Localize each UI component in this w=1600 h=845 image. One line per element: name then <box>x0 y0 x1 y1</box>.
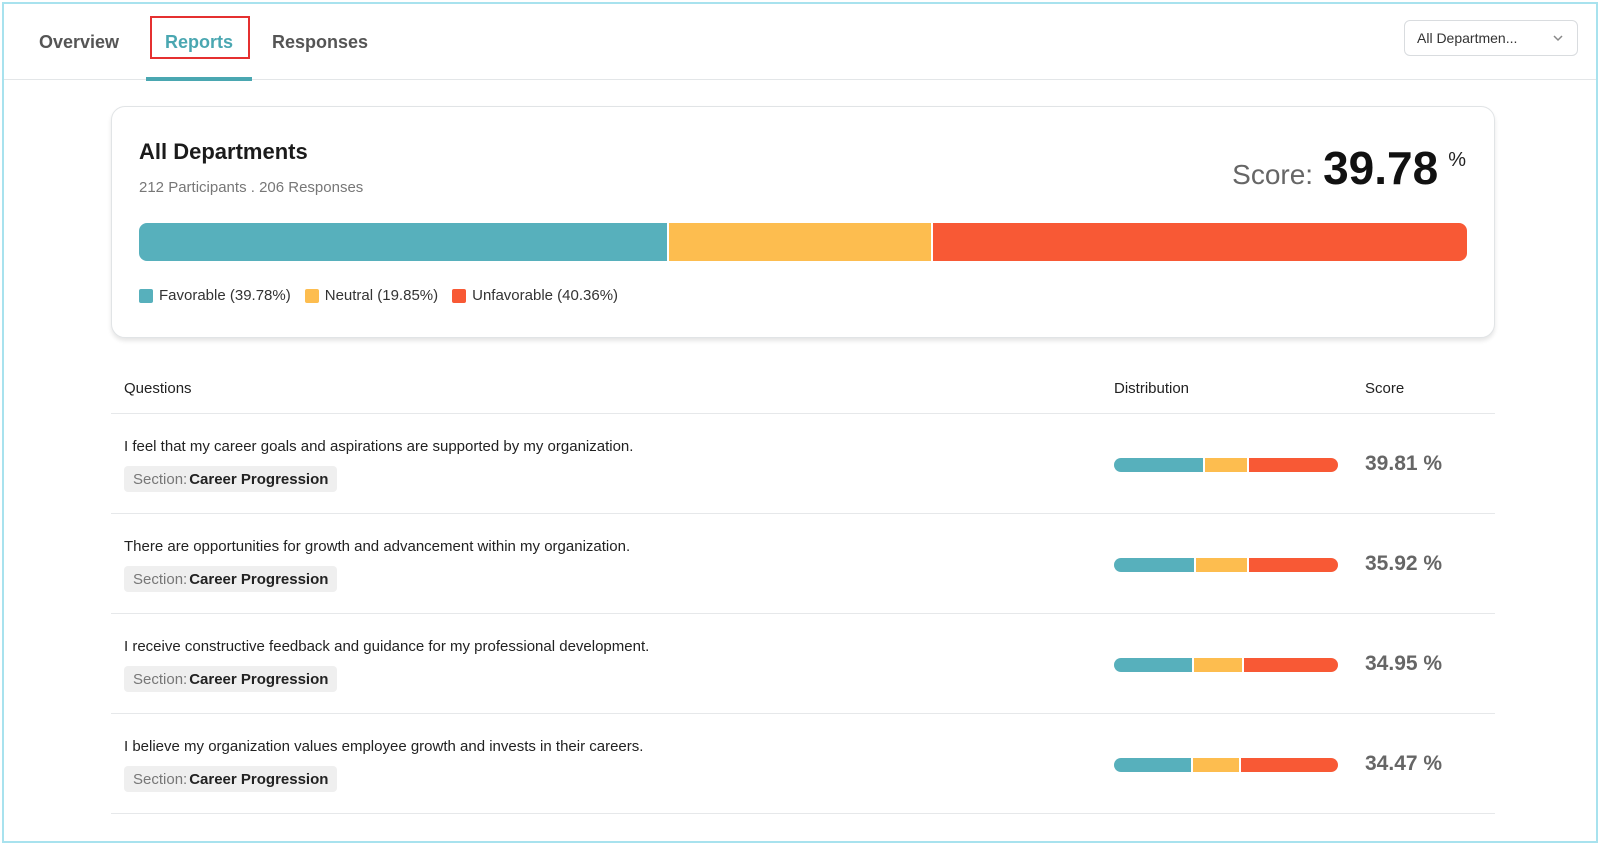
unfavorable-segment <box>1246 458 1338 472</box>
section-tag-value: Career Progression <box>189 470 329 488</box>
section-tag-value: Career Progression <box>189 770 329 788</box>
question-score: 39.81 % <box>1365 452 1443 475</box>
unfavorable-segment <box>1239 758 1338 772</box>
department-select[interactable]: All Departmen... <box>1404 20 1578 56</box>
question-score: 34.47 % <box>1365 752 1443 775</box>
tab-overview-label: Overview <box>39 31 120 52</box>
tab-overview[interactable]: Overview <box>39 4 119 80</box>
section-tag: Section: Career Progression <box>124 566 338 592</box>
legend-unfavorable: Unfavorable (40.36%) <box>452 287 618 304</box>
tab-responses[interactable]: Responses <box>272 4 368 80</box>
section-tag-value: Career Progression <box>189 670 329 688</box>
question-score: 34.95 % <box>1365 652 1443 675</box>
section-tag-label: Section: <box>133 470 188 488</box>
tab-bar: Overview Reports Responses All Departmen… <box>4 4 1596 81</box>
section-tag-label: Section: <box>133 570 188 588</box>
section-tag-label: Section: <box>133 670 188 688</box>
favorable-segment <box>1114 558 1195 572</box>
question-text: I receive constructive feedback and guid… <box>124 638 650 655</box>
summary-subtitle: 212 Participants . 206 Responses <box>139 179 364 196</box>
neutral-swatch <box>304 288 319 303</box>
tab-reports-label: Reports <box>164 31 233 52</box>
question-text: I feel that my career goals and aspirati… <box>124 438 634 455</box>
section-tag: Section: Career Progression <box>124 466 338 492</box>
table-row[interactable]: I receive constructive feedback and guid… <box>111 614 1495 714</box>
neutral-segment <box>1192 658 1243 672</box>
neutral-segment <box>1203 458 1247 472</box>
section-tag-value: Career Progression <box>189 570 329 588</box>
unfavorable-segment <box>1246 558 1338 572</box>
favorable-segment <box>1114 658 1193 672</box>
section-tag-label: Section: <box>133 770 188 788</box>
tab-reports-highlight <box>150 16 250 59</box>
distribution-bar <box>1114 458 1338 472</box>
table-row[interactable]: There are opportunities for growth and a… <box>111 514 1495 614</box>
table-header: Questions Distribution Score <box>111 364 1495 414</box>
neutral-segment <box>1194 558 1247 572</box>
legend-favorable: Favorable (39.78%) <box>139 287 291 304</box>
header-distribution: Distribution <box>1114 380 1190 397</box>
unfavorable-segment <box>1242 658 1338 672</box>
questions-table: Questions Distribution Score I feel that… <box>111 364 1495 814</box>
active-tab-indicator <box>146 77 252 81</box>
question-text: I believe my organization values employe… <box>124 738 644 755</box>
distribution-bar <box>1114 658 1338 672</box>
favorable-segment <box>139 223 668 261</box>
unfavorable-swatch <box>452 288 467 303</box>
distribution-bar <box>1114 558 1338 572</box>
header-questions: Questions <box>124 380 192 397</box>
department-select-value: All Departmen... <box>1417 30 1518 46</box>
score-unit: % <box>1448 149 1466 171</box>
favorable-segment <box>1114 458 1204 472</box>
question-score: 35.92 % <box>1365 552 1443 575</box>
summary-card: All Departments 212 Participants . 206 R… <box>111 106 1495 338</box>
distribution-bar <box>1114 758 1338 772</box>
legend-unfavorable-label: Unfavorable (40.36%) <box>472 287 619 304</box>
question-text: There are opportunities for growth and a… <box>124 538 631 555</box>
score-value: 39.78 <box>1323 142 1439 194</box>
favorable-segment <box>1114 758 1192 772</box>
table-row[interactable]: I feel that my career goals and aspirati… <box>111 414 1495 514</box>
legend-favorable-label: Favorable (39.78%) <box>159 287 291 304</box>
overall-score: Score: 39.78 % <box>1232 141 1466 195</box>
legend: Favorable (39.78%) Neutral (19.85%) Unfa… <box>139 287 632 304</box>
legend-neutral-label: Neutral (19.85%) <box>324 287 439 304</box>
unfavorable-segment <box>930 223 1467 261</box>
legend-neutral: Neutral (19.85%) <box>304 287 439 304</box>
neutral-segment <box>667 223 931 261</box>
chevron-down-icon <box>1553 35 1563 42</box>
header-score: Score <box>1365 380 1405 397</box>
favorable-swatch <box>139 288 153 303</box>
tab-responses-label: Responses <box>272 31 369 52</box>
overall-distribution-bar <box>139 223 1467 261</box>
score-label: Score: <box>1232 159 1314 190</box>
section-tag: Section: Career Progression <box>124 766 338 792</box>
section-tag: Section: Career Progression <box>124 666 338 692</box>
table-row[interactable]: I believe my organization values employe… <box>111 714 1495 814</box>
tab-reports[interactable]: Reports <box>146 4 252 81</box>
neutral-segment <box>1191 758 1240 772</box>
summary-title: All Departments <box>139 139 308 164</box>
